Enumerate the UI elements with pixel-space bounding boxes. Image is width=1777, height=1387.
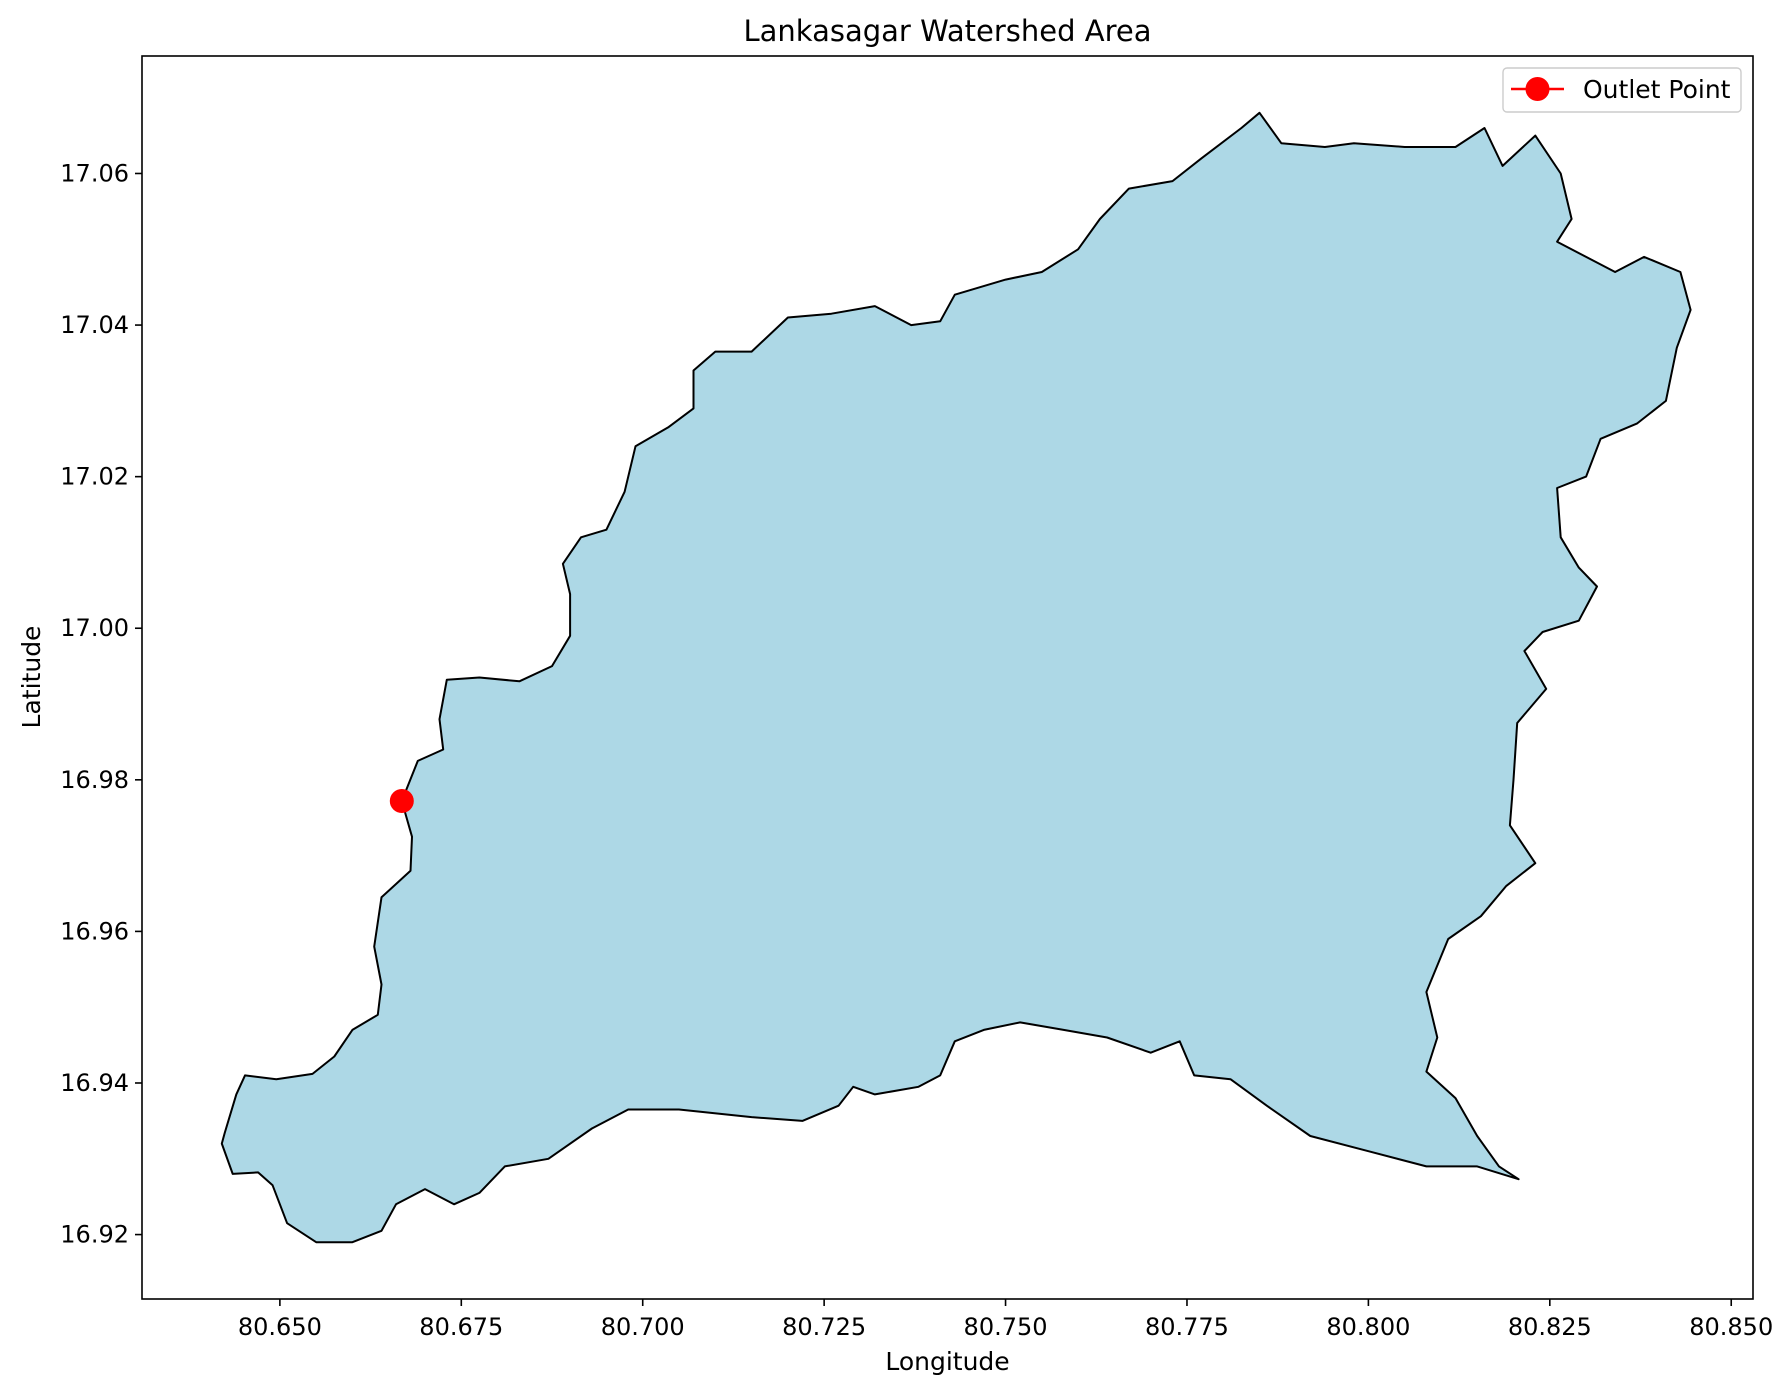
x-tick-label: 80.775 [1145, 1313, 1229, 1341]
watershed-layer [220, 111, 1692, 1244]
legend-label-outlet: Outlet Point [1583, 75, 1731, 104]
x-axis-label: Longitude [885, 1347, 1009, 1376]
legend: Outlet Point [1502, 67, 1742, 113]
outlet-point [389, 789, 414, 813]
x-tick-label: 80.675 [419, 1313, 503, 1341]
legend-frame [1502, 67, 1742, 113]
y-tick-label: 16.94 [60, 1069, 129, 1097]
y-axis-label: Latitude [17, 626, 46, 729]
x-tick-label: 80.650 [238, 1313, 322, 1341]
x-axis-ticks: 80.650 80.675 80.700 80.725 80.750 80.775 80.8… [238, 1299, 1773, 1341]
x-tick-label: 80.750 [964, 1313, 1048, 1341]
legend-marker-swatch [1525, 77, 1550, 101]
x-tick-label: 80.800 [1326, 1313, 1410, 1341]
x-tick-label: 80.700 [601, 1313, 685, 1341]
watershed-polygon [220, 111, 1692, 1244]
chart-title: Lankasagar Watershed Area [744, 14, 1152, 48]
x-tick-label: 80.850 [1689, 1313, 1773, 1341]
x-tick-label: 80.825 [1508, 1313, 1592, 1341]
outlet-layer [389, 789, 414, 813]
y-tick-label: 16.98 [60, 766, 129, 794]
plot-frame [141, 55, 1754, 1300]
y-tick-label: 16.96 [60, 917, 129, 945]
y-axis-ticks: 16.92 16.94 16.96 16.98 17.00 17.02 17.04 17.06 [60, 159, 142, 1249]
y-tick-label: 17.00 [60, 614, 129, 642]
y-tick-label: 16.92 [60, 1221, 129, 1249]
y-tick-label: 17.02 [60, 463, 129, 491]
x-tick-label: 80.725 [782, 1313, 866, 1341]
y-tick-label: 17.04 [60, 311, 129, 339]
plot-area [141, 55, 1754, 1300]
y-tick-label: 17.06 [60, 159, 129, 187]
